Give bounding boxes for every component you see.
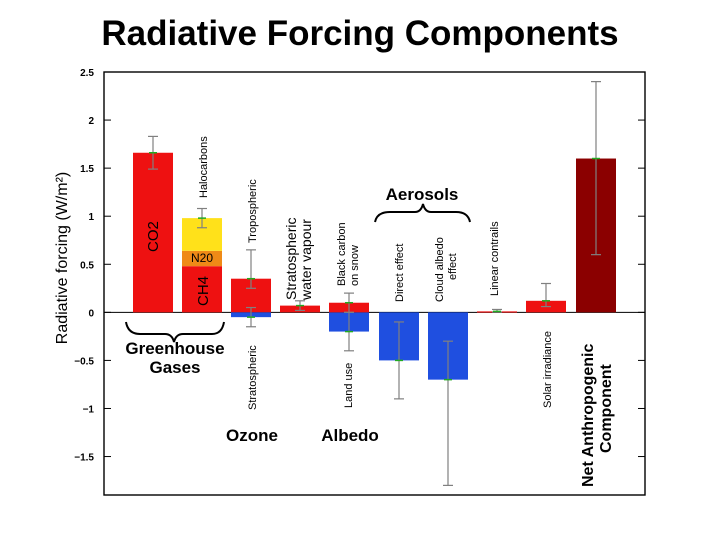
y-tick-label: 1.5 [80,164,94,175]
chart-title: Radiative Forcing Components [101,14,619,53]
bar-segment [182,266,222,313]
group-label-albedo: Albedo [321,426,379,445]
bar-label-direct-effect: Direct effect [394,244,406,303]
bar-label-strat-wv-1: Stratospheric [283,218,299,300]
y-tick-label: 2.5 [80,68,94,79]
bar-label-land-use: Land use [343,363,355,408]
y-tick-label: 2 [88,116,94,127]
group-label-greenhouse-2: Gases [149,358,200,377]
y-axis-label: Radiative forcing (W/m²) [54,172,71,344]
y-tick-label: −1.5 [74,453,94,464]
bar-label-black-carbon-2: on snow [349,245,361,286]
bar-segment [182,250,222,267]
greenhouse-brace [125,321,225,343]
bar-segment [133,152,173,313]
bar-label-black-carbon-1: Black carbon [336,222,348,286]
y-tick-label: 0 [88,308,94,319]
bar-label-halocarbons: Halocarbons [198,136,210,198]
group-label-ozone: Ozone [226,426,278,445]
plot-frame [103,71,646,496]
bar-label-linear-contrails: Linear contrails [489,221,501,296]
bar-label-n2o: N20 [191,251,213,265]
y-tick-label: −0.5 [74,356,94,367]
y-tick-label: −1 [83,404,95,415]
bar-label-net-1: Net Anthropogenic [580,344,597,488]
y-tick-label: 0.5 [80,260,94,271]
bar-label-stratospheric: Stratospheric [247,345,259,410]
bar-label-ch4: CH4 [195,276,212,306]
bar-label-solar-irradiance: Solar irradiance [542,331,554,408]
y-tick-label: 1 [88,212,94,223]
bar-label-strat-wv-2: water vapour [298,219,314,301]
bar-label-co2: CO2 [145,221,162,252]
bar-label-net-2: Component [598,363,615,453]
aerosols-brace [374,203,471,223]
bar-label-cloud-albedo-2: effect [447,253,459,280]
group-label-aerosols: Aerosols [386,185,459,204]
bar-label-tropospheric: Tropospheric [247,179,259,243]
group-label-greenhouse-1: Greenhouse [125,339,224,358]
bar-label-cloud-albedo-1: Cloud albedo [434,237,446,302]
